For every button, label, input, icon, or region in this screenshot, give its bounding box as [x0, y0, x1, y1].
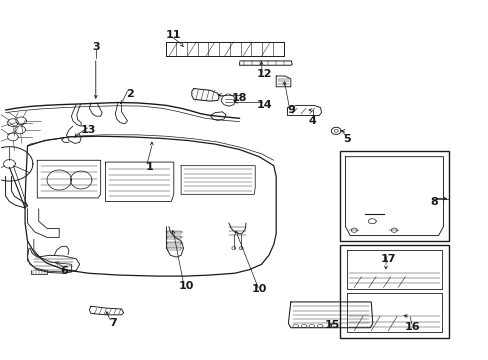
Bar [166, 242, 180, 244]
Bar [166, 236, 180, 239]
Text: 11: 11 [166, 30, 181, 40]
Text: 10: 10 [251, 284, 266, 294]
Text: 16: 16 [404, 322, 420, 332]
Text: 13: 13 [81, 125, 96, 135]
Bar [339, 244, 448, 338]
Text: 14: 14 [256, 100, 271, 110]
Text: 7: 7 [109, 319, 117, 328]
Text: 4: 4 [308, 116, 316, 126]
Text: 3: 3 [92, 42, 100, 52]
Bar [166, 247, 180, 250]
Text: 5: 5 [343, 134, 350, 144]
Text: 1: 1 [145, 162, 153, 172]
Text: 6: 6 [60, 266, 68, 276]
Bar [166, 231, 180, 234]
Text: 10: 10 [178, 281, 193, 291]
Text: 12: 12 [256, 69, 271, 79]
Text: 2: 2 [126, 89, 134, 99]
Text: 8: 8 [430, 197, 438, 207]
Text: 9: 9 [286, 105, 294, 115]
Text: 17: 17 [380, 254, 395, 264]
Text: 15: 15 [324, 320, 339, 330]
Text: 18: 18 [231, 93, 247, 103]
Bar [339, 151, 448, 241]
